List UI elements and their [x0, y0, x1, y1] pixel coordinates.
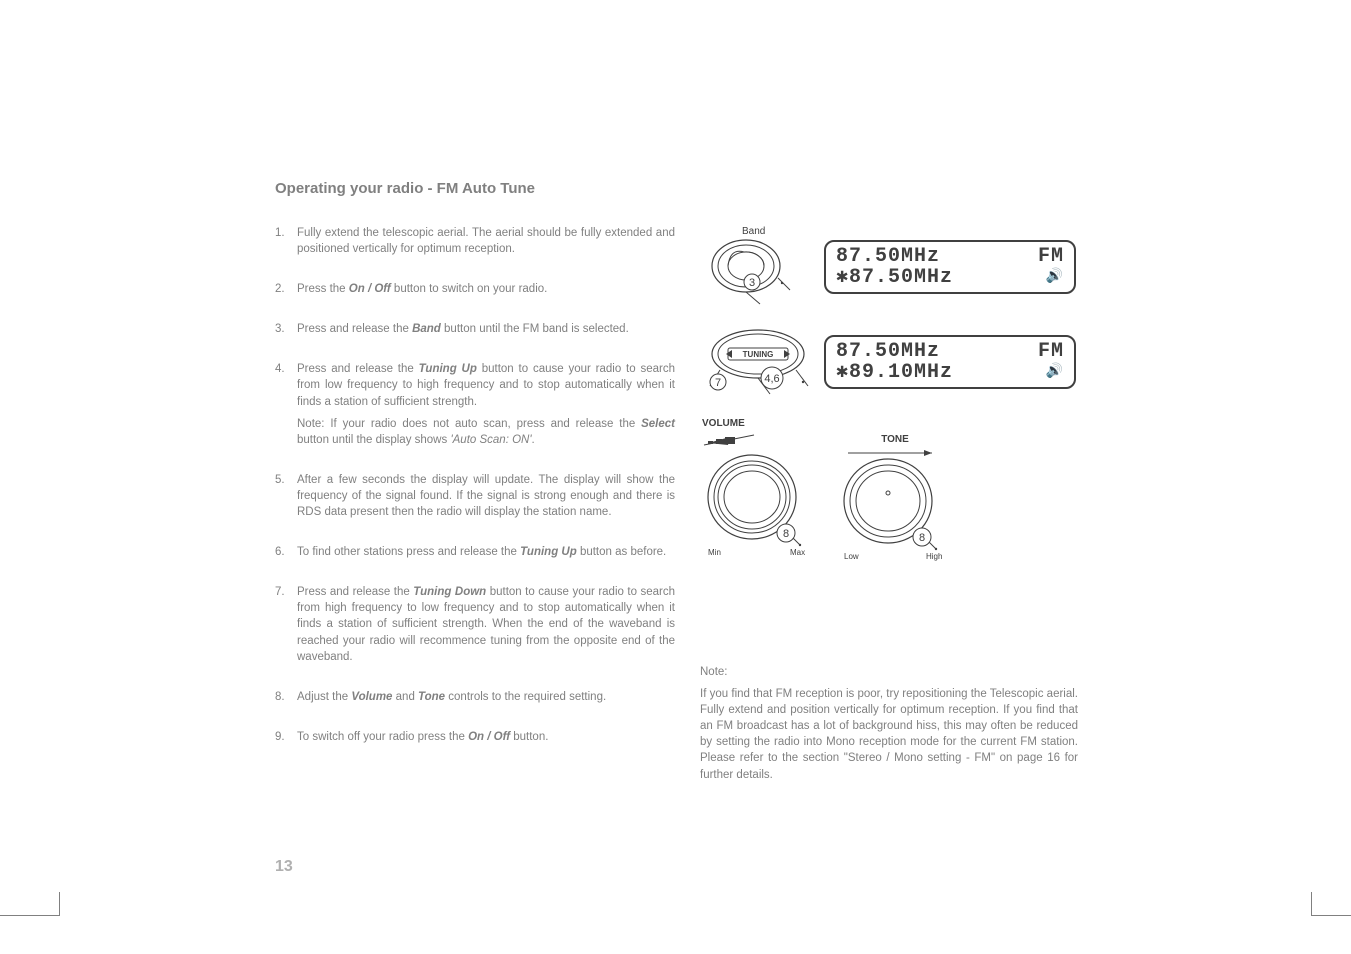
- step-number: 7.: [275, 584, 297, 664]
- step-number: 1.: [275, 225, 297, 257]
- instruction-step: 4.Press and release the Tuning Up button…: [275, 361, 675, 447]
- volume-label: VOLUME: [702, 418, 1100, 429]
- step-text: To find other stations press and release…: [297, 544, 675, 560]
- svg-text:Min: Min: [708, 548, 721, 557]
- step-number: 4.: [275, 361, 297, 447]
- note-section: Note: If you find that FM reception is p…: [700, 664, 1078, 783]
- instruction-step: 3.Press and release the Band button unti…: [275, 321, 675, 337]
- step-text: Press the On / Off button to switch on y…: [297, 281, 675, 297]
- step-sub-note: Note: If your radio does not auto scan, …: [297, 416, 675, 448]
- step-number: 3.: [275, 321, 297, 337]
- band-knob-diagram: 3: [700, 228, 800, 306]
- step-number: 2.: [275, 281, 297, 297]
- instruction-step: 7.Press and release the Tuning Down butt…: [275, 584, 675, 664]
- instruction-step: 2.Press the On / Off button to switch on…: [275, 281, 675, 297]
- step-text: Press and release the Tuning Up button t…: [297, 361, 675, 447]
- step-text: Fully extend the telescopic aerial. The …: [297, 225, 675, 257]
- diagram-area: Band 3 87.50MHzFM ✱87.50MHz🔊: [700, 228, 1100, 565]
- lcd-display-2: 87.50MHzFM ✱89.10MHz🔊: [824, 335, 1076, 389]
- instruction-step: 1.Fully extend the telescopic aerial. Th…: [275, 225, 675, 257]
- page-number: 13: [275, 858, 293, 876]
- svg-text:Low: Low: [844, 552, 859, 561]
- step-text: Press and release the Band button until …: [297, 321, 675, 337]
- step-text: After a few seconds the display will upd…: [297, 472, 675, 520]
- instruction-step: 8.Adjust the Volume and Tone controls to…: [275, 689, 675, 705]
- tone-dial-diagram: TONE 8 Low High: [836, 434, 954, 565]
- step-text: To switch off your radio press the On / …: [297, 729, 675, 745]
- lcd-display-1: 87.50MHzFM ✱87.50MHz🔊: [824, 240, 1076, 294]
- crop-mark-right: [1311, 892, 1351, 916]
- step-number: 8.: [275, 689, 297, 705]
- instruction-list: 1.Fully extend the telescopic aerial. Th…: [275, 225, 675, 745]
- callout-46: 4,6: [764, 373, 779, 385]
- svg-text:High: High: [926, 552, 942, 561]
- instruction-step: 5.After a few seconds the display will u…: [275, 472, 675, 520]
- step-text: Press and release the Tuning Down button…: [297, 584, 675, 664]
- callout-tone-8: 8: [919, 532, 925, 544]
- instruction-step: 6.To find other stations press and relea…: [275, 544, 675, 560]
- callout-vol-8: 8: [783, 528, 789, 540]
- svg-text:Max: Max: [790, 548, 805, 557]
- note-body: If you find that FM reception is poor, t…: [700, 686, 1078, 783]
- instruction-step: 9.To switch off your radio press the On …: [275, 729, 675, 745]
- tuning-label: TUNING: [743, 350, 774, 359]
- tuning-knob-diagram: TUNING 7 4,6: [700, 320, 820, 404]
- note-title: Note:: [700, 664, 1078, 680]
- volume-dial-diagram: 8 Min Max: [700, 433, 818, 565]
- callout-3: 3: [749, 277, 755, 289]
- step-number: 6.: [275, 544, 297, 560]
- callout-7: 7: [715, 377, 721, 389]
- step-number: 9.: [275, 729, 297, 745]
- step-text: Adjust the Volume and Tone controls to t…: [297, 689, 675, 705]
- step-number: 5.: [275, 472, 297, 520]
- crop-mark-left: [0, 892, 60, 916]
- page-title: Operating your radio - FM Auto Tune: [275, 180, 1075, 197]
